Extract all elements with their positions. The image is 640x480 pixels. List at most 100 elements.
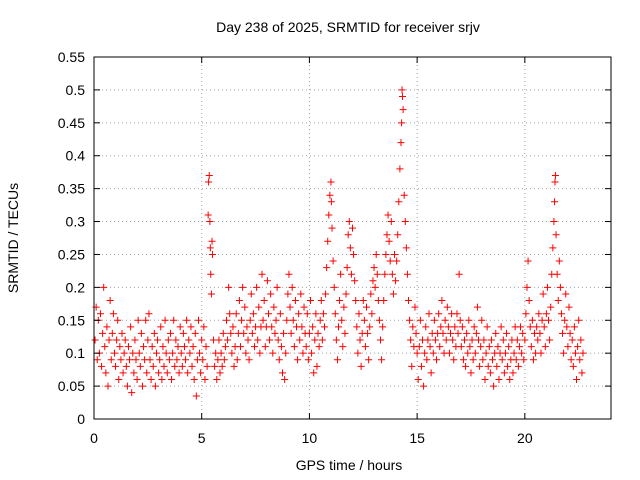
data-point (564, 343, 572, 351)
data-point (345, 218, 353, 226)
data-point (136, 362, 144, 370)
data-point (363, 303, 371, 311)
data-point (313, 362, 321, 370)
data-point (326, 191, 334, 199)
data-point (536, 329, 544, 337)
data-point (569, 362, 577, 370)
data-point (339, 343, 347, 351)
data-point (191, 329, 199, 337)
data-point (150, 329, 158, 337)
data-point (442, 336, 450, 344)
data-point (197, 369, 205, 377)
data-point (101, 343, 109, 351)
data-point (470, 323, 478, 331)
data-point (276, 310, 284, 318)
data-point (214, 356, 222, 364)
data-point (392, 277, 400, 285)
data-point (194, 316, 202, 324)
data-point (330, 283, 338, 291)
data-point (372, 250, 380, 258)
data-point (402, 244, 410, 252)
data-point (224, 336, 232, 344)
data-point (266, 336, 274, 344)
data-point (422, 323, 430, 331)
data-point (205, 171, 213, 179)
data-point (394, 231, 402, 239)
data-point (246, 316, 254, 324)
data-point (467, 369, 475, 377)
data-point (482, 349, 490, 357)
data-point (355, 310, 363, 318)
data-point (306, 297, 314, 305)
data-point (409, 323, 417, 331)
data-point (466, 343, 474, 351)
data-point (524, 257, 532, 265)
data-point (551, 198, 559, 206)
data-point (119, 369, 127, 377)
x-tick-label: 15 (409, 430, 425, 446)
data-point (566, 329, 574, 337)
data-point (413, 349, 421, 357)
data-point (129, 349, 137, 357)
y-tick-label: 0.4 (66, 148, 86, 164)
data-point (117, 356, 125, 364)
data-point (425, 310, 433, 318)
data-point (437, 323, 445, 331)
data-point (383, 231, 391, 239)
data-point (340, 303, 348, 311)
chart-title: Day 238 of 2025, SRMTID for receiver srj… (216, 19, 480, 35)
data-point (122, 362, 130, 370)
data-point (312, 310, 320, 318)
data-point (357, 362, 365, 370)
data-point (462, 362, 470, 370)
data-point (481, 376, 489, 384)
data-point (189, 343, 197, 351)
data-point (356, 336, 364, 344)
data-point (436, 343, 444, 351)
data-point (255, 303, 263, 311)
data-point (420, 382, 428, 390)
data-point (302, 343, 310, 351)
data-point (268, 323, 276, 331)
data-point (431, 336, 439, 344)
data-point (163, 369, 171, 377)
data-point (333, 356, 341, 364)
data-point (342, 290, 350, 298)
data-point (489, 356, 497, 364)
data-point (120, 349, 128, 357)
data-point (282, 349, 290, 357)
data-point (517, 323, 525, 331)
data-point (555, 257, 563, 265)
data-point (371, 283, 379, 291)
data-point (278, 369, 286, 377)
data-point (513, 336, 521, 344)
data-point (160, 362, 168, 370)
data-point (401, 218, 409, 226)
data-point (205, 178, 213, 186)
data-point (198, 336, 206, 344)
data-point (108, 329, 116, 337)
data-point (384, 211, 392, 219)
data-point (512, 356, 520, 364)
data-point (154, 336, 162, 344)
data-point (343, 264, 351, 272)
data-point (395, 198, 403, 206)
data-point (503, 329, 511, 337)
data-point (506, 376, 514, 384)
y-axis-ticks: 0 0.05 0.1 0.15 0.2 0.25 0.3 0.35 0.4 0.45 0.5 0.55 (58, 49, 611, 427)
data-point (417, 362, 425, 370)
data-point (515, 343, 523, 351)
data-point (347, 270, 355, 278)
data-point (102, 369, 110, 377)
data-point (300, 303, 308, 311)
data-point (514, 362, 522, 370)
data-point (570, 323, 578, 331)
data-point (254, 336, 262, 344)
data-point (328, 224, 336, 232)
data-point (284, 290, 292, 298)
data-point (230, 362, 238, 370)
data-point (317, 297, 325, 305)
data-point (498, 356, 506, 364)
data-point (458, 323, 466, 331)
data-point (336, 297, 344, 305)
